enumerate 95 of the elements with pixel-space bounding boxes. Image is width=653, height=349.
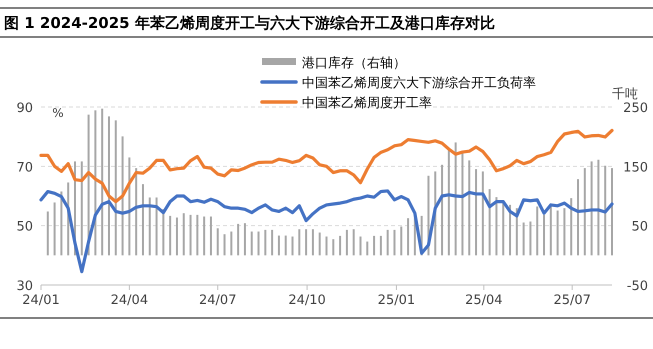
- bar: [570, 198, 572, 256]
- bar: [224, 234, 226, 256]
- bar: [577, 179, 580, 256]
- bar: [454, 142, 457, 256]
- bar: [284, 236, 287, 256]
- bar: [495, 197, 498, 256]
- x-tick-label: 24/10: [288, 293, 326, 308]
- chart-title: 图 1 2024-2025 年苯乙烯周度开工与六大下游综合开工及港口库存对比: [4, 14, 495, 32]
- bar: [196, 214, 198, 256]
- bar: [176, 218, 178, 256]
- bar: [482, 171, 484, 256]
- legend-label: 中国苯乙烯周度六大下游综合开工负荷率: [302, 75, 536, 91]
- legend-label: 港口库存（右轴）: [302, 56, 406, 71]
- bar: [550, 206, 552, 256]
- bar: [54, 202, 56, 256]
- y-axis-title: %: [52, 106, 64, 120]
- x-tick-label: 25/04: [465, 293, 503, 308]
- bar: [332, 239, 334, 256]
- bar: [502, 202, 504, 256]
- x-tick-label: 24/04: [110, 293, 148, 308]
- bar: [156, 197, 158, 256]
- y2-tick-label: 250: [623, 101, 648, 116]
- bar: [536, 206, 538, 256]
- bar: [584, 168, 586, 256]
- x-tick-label: 25/07: [553, 293, 591, 308]
- y-tick-label: 70: [16, 160, 33, 176]
- bar: [529, 222, 532, 256]
- bar: [407, 218, 410, 256]
- bar: [250, 232, 253, 256]
- bar: [393, 230, 396, 256]
- bar: [488, 189, 491, 256]
- bar: [169, 216, 172, 256]
- bar: [400, 226, 402, 256]
- bar: [522, 222, 525, 256]
- bar: [597, 160, 600, 256]
- bar: [244, 223, 246, 256]
- bar: [326, 236, 328, 256]
- bar: [264, 230, 266, 256]
- bar: [114, 120, 117, 256]
- bar: [271, 230, 274, 256]
- bar: [556, 210, 559, 256]
- bar: [563, 208, 566, 256]
- bar: [60, 191, 62, 256]
- y2-tick-label: 50: [631, 220, 648, 235]
- bar: [292, 236, 294, 256]
- bar: [468, 160, 470, 256]
- bar: [122, 136, 124, 256]
- bar: [441, 164, 444, 256]
- bar: [216, 228, 219, 256]
- bar: [312, 229, 314, 256]
- bar: [190, 214, 192, 256]
- bar: [373, 236, 376, 256]
- bar: [94, 110, 96, 256]
- bar: [230, 232, 232, 256]
- y-tick-label: 90: [16, 101, 33, 116]
- bar: [46, 211, 49, 256]
- y2-tick-label: 150: [623, 160, 648, 176]
- x-tick-label: 24/07: [199, 293, 236, 308]
- x-tick-label: 24/01: [22, 293, 60, 308]
- legend-label: 中国苯乙烯周度开工率: [302, 95, 432, 111]
- bar: [182, 213, 185, 256]
- bar: [380, 236, 382, 256]
- bar: [278, 236, 280, 256]
- y2-tick-label: -50: [626, 279, 648, 294]
- bar: [346, 230, 348, 256]
- bar: [101, 108, 104, 256]
- bar: [611, 168, 613, 256]
- y2-axis-title: 千吨: [612, 87, 638, 102]
- bar: [461, 153, 464, 256]
- bar: [509, 204, 512, 256]
- bar: [258, 232, 260, 256]
- bar: [543, 214, 546, 256]
- bar: [142, 184, 144, 256]
- bar: [237, 224, 240, 256]
- bar: [359, 236, 362, 256]
- bar: [203, 216, 206, 256]
- bar: [475, 169, 478, 256]
- bar: [80, 161, 83, 256]
- bar: [352, 229, 355, 256]
- y-tick-label: 30: [16, 279, 33, 294]
- y-tick-label: 50: [16, 220, 33, 235]
- bar: [210, 216, 212, 256]
- bar: [448, 149, 450, 256]
- bar: [318, 232, 321, 256]
- bar: [162, 209, 164, 256]
- bar: [590, 161, 593, 256]
- x-tick-label: 25/01: [378, 293, 416, 308]
- bar: [148, 197, 151, 256]
- bar: [108, 116, 110, 256]
- bar: [386, 230, 389, 256]
- bar: [604, 166, 606, 256]
- bar: [305, 229, 308, 256]
- bar: [366, 242, 368, 256]
- bar: [339, 236, 342, 256]
- bar: [298, 229, 300, 256]
